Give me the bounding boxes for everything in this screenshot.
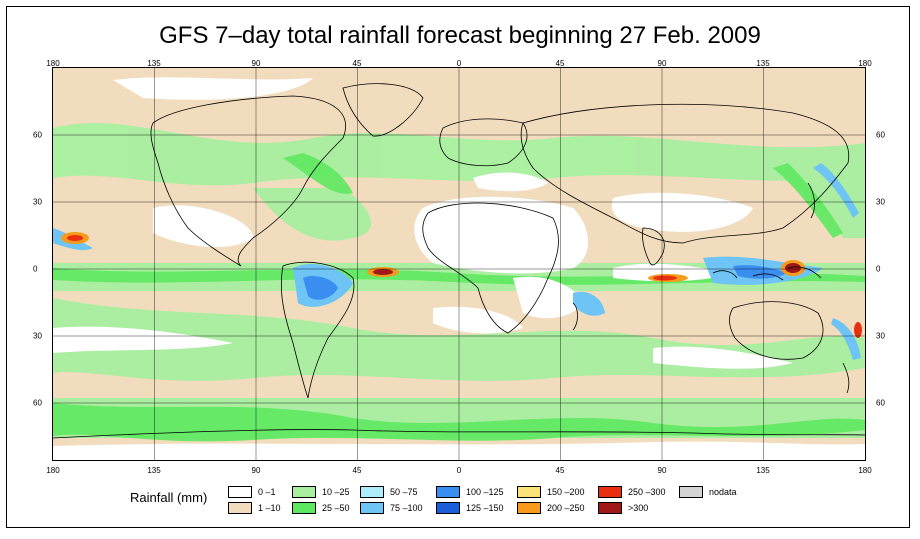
lat-tick-right: 30 bbox=[876, 197, 885, 207]
legend-swatch bbox=[436, 501, 460, 514]
lon-tick-top: 135 bbox=[756, 59, 770, 68]
legend-item: >300 bbox=[598, 501, 648, 514]
lat-tick-left: 30 bbox=[33, 197, 42, 207]
graticule bbox=[53, 68, 865, 460]
legend-label: 25 –50 bbox=[322, 502, 350, 513]
map-title: GFS 7–day total rainfall forecast beginn… bbox=[159, 22, 761, 49]
legend-item: 75 –100 bbox=[360, 501, 423, 514]
legend-item: 200 –250 bbox=[517, 501, 585, 514]
legend-item: 250 –300 bbox=[598, 485, 666, 498]
lat-tick-right: 60 bbox=[876, 130, 885, 140]
legend-swatch bbox=[292, 485, 316, 498]
lat-tick-right: 30 bbox=[876, 331, 885, 341]
legend-label: 50 –75 bbox=[390, 486, 418, 497]
legend-label: 125 –150 bbox=[466, 502, 504, 513]
lat-tick-right: 0 bbox=[876, 264, 881, 274]
legend-swatch bbox=[360, 485, 384, 498]
legend-swatch bbox=[598, 501, 622, 514]
legend-item: 10 –25 bbox=[292, 485, 350, 498]
lat-tick-left: 30 bbox=[33, 331, 42, 341]
lon-tick-bottom: 180 bbox=[46, 466, 60, 475]
lon-tick-top: 45 bbox=[555, 59, 565, 68]
legend-item: nodata bbox=[679, 485, 737, 498]
legend-title: Rainfall (mm) bbox=[130, 490, 208, 505]
lon-tick-bottom: 135 bbox=[756, 466, 770, 475]
coastlines bbox=[53, 83, 865, 439]
lon-tick-top: 135 bbox=[147, 59, 161, 68]
legend-label: >300 bbox=[628, 502, 649, 513]
legend-swatch bbox=[598, 485, 622, 498]
lon-tick-bottom: 90 bbox=[251, 466, 261, 475]
legend-swatch bbox=[228, 501, 252, 514]
heavy-rain-zones bbox=[53, 163, 861, 360]
legend-swatch bbox=[436, 485, 460, 498]
figure-frame bbox=[6, 6, 910, 528]
legend-item: 150 –200 bbox=[517, 485, 585, 498]
legend-label: nodata bbox=[709, 486, 737, 497]
lon-tick-bottom: 90 bbox=[657, 466, 667, 475]
legend-swatch bbox=[517, 485, 541, 498]
lon-tick-top: 90 bbox=[657, 59, 667, 68]
rainfall-map bbox=[52, 67, 866, 461]
legend-label: 1 –10 bbox=[258, 502, 281, 513]
lon-tick-bottom: 45 bbox=[352, 466, 362, 475]
legend-label: 10 –25 bbox=[322, 486, 350, 497]
lon-tick-top: 0 bbox=[456, 59, 462, 68]
legend-label: 0 –1 bbox=[258, 486, 276, 497]
lon-tick-bottom: 0 bbox=[456, 466, 462, 475]
legend-swatch bbox=[679, 485, 703, 498]
lon-tick-top: 180 bbox=[858, 59, 872, 68]
legend-item: 50 –75 bbox=[360, 485, 418, 498]
lat-tick-left: 60 bbox=[33, 398, 42, 408]
legend-swatch bbox=[228, 485, 252, 498]
legend-label: 100 –125 bbox=[466, 486, 504, 497]
lon-tick-top: 45 bbox=[352, 59, 362, 68]
legend-swatch bbox=[517, 501, 541, 514]
legend-swatch bbox=[292, 501, 316, 514]
legend-item: 0 –1 bbox=[228, 485, 276, 498]
legend-item: 125 –150 bbox=[436, 501, 504, 514]
lat-tick-left: 0 bbox=[33, 264, 38, 274]
lat-tick-right: 60 bbox=[876, 398, 885, 408]
legend-swatch bbox=[360, 501, 384, 514]
lon-tick-top: 180 bbox=[46, 59, 60, 68]
legend-label: 150 –200 bbox=[547, 486, 585, 497]
lon-tick-top: 90 bbox=[251, 59, 261, 68]
legend-item: 100 –125 bbox=[436, 485, 504, 498]
lon-tick-bottom: 45 bbox=[555, 466, 565, 475]
legend-label: 250 –300 bbox=[628, 486, 666, 497]
legend-item: 25 –50 bbox=[292, 501, 350, 514]
lon-tick-bottom: 180 bbox=[858, 466, 872, 475]
legend-label: 75 –100 bbox=[390, 502, 423, 513]
lat-tick-left: 60 bbox=[33, 130, 42, 140]
legend-item: 1 –10 bbox=[228, 501, 281, 514]
extreme-rain-zones bbox=[61, 232, 862, 338]
lon-tick-bottom: 135 bbox=[147, 466, 161, 475]
legend-label: 200 –250 bbox=[547, 502, 585, 513]
map-canvas bbox=[53, 68, 865, 460]
